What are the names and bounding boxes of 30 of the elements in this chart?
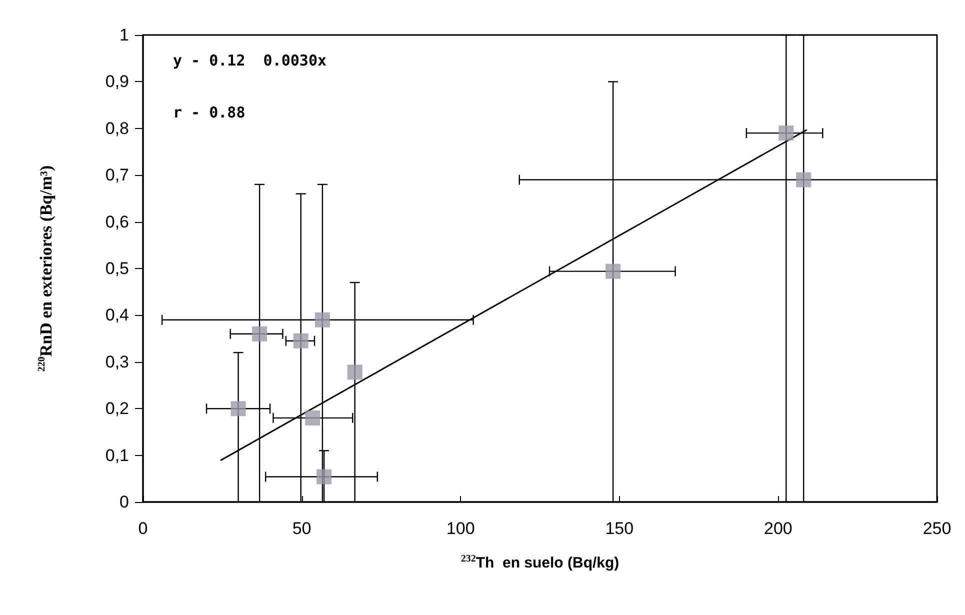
point xyxy=(314,312,330,328)
x-tick-label: 250 xyxy=(922,519,952,538)
point xyxy=(347,364,362,380)
y-tick-label: 0,2 xyxy=(105,399,129,418)
y-tick-label: 0,8 xyxy=(105,118,129,138)
annotation: r - 0.88 xyxy=(173,104,246,122)
point xyxy=(796,172,812,188)
point xyxy=(778,126,794,141)
annotation: y - 0.12 0.0030x xyxy=(173,52,327,70)
y-tick-label: 0,4 xyxy=(105,306,129,325)
point xyxy=(293,333,308,348)
y-tick-label: 0,7 xyxy=(105,166,129,185)
y-tick-label: 0,1 xyxy=(105,446,129,465)
point xyxy=(316,469,332,484)
x-tick-label: 200 xyxy=(764,519,792,538)
point xyxy=(252,326,268,342)
x-tick-label: 50 xyxy=(292,519,312,538)
point xyxy=(305,410,320,426)
y-axis-title: 220RnD en exteriores (Bq/m³) xyxy=(36,165,56,372)
y-tick-label: 0,5 xyxy=(105,259,129,278)
point xyxy=(230,401,246,416)
y-tick-label: 0,3 xyxy=(105,352,129,372)
y-tick-label: 0,6 xyxy=(105,212,129,232)
point xyxy=(606,264,621,279)
x-tick-label: 0 xyxy=(138,519,148,538)
x-tick-label: 150 xyxy=(605,519,634,538)
y-tick-label: 0,9 xyxy=(105,72,129,92)
x-tick-label: 100 xyxy=(446,519,475,538)
y-tick-label: 1 xyxy=(120,26,129,44)
y-tick-label: 0 xyxy=(120,492,129,512)
